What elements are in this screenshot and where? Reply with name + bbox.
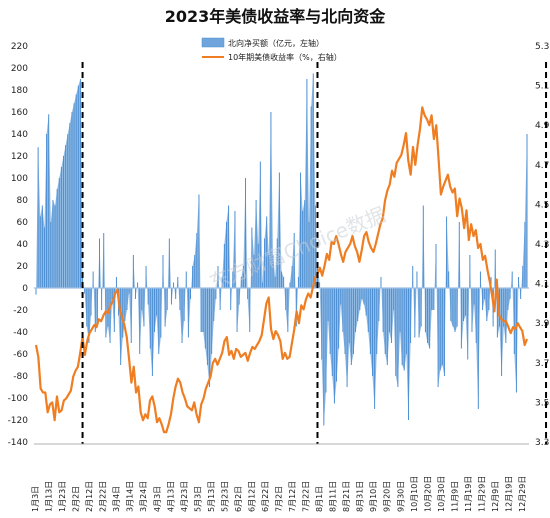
x-axis-tick-label: 7月12日 [288,481,297,512]
left-axis-tick-label: 100 [11,174,28,184]
left-axis-tick-label: -80 [13,372,28,382]
x-axis-tick-label: 11月29日 [477,476,486,512]
x-axis-tick-label: 7月2日 [275,486,284,512]
right-axis-tick-label: 5.1 [535,82,549,92]
x-axis-tick-label: 2月12日 [85,481,94,512]
x-axis-tick-label: 1月23日 [58,481,67,512]
x-axis-tick-label: 2月22日 [99,481,108,512]
left-axis-tick-label: 20 [17,262,29,272]
left-axis-tick-label: 60 [17,218,29,228]
right-axis-tick-label: 4.3 [535,240,549,250]
left-axis-tick-label: -20 [13,306,28,316]
left-axis: 220200180160140120100806040200-20-40-60-… [8,42,29,448]
x-axis-tick-label: 8月11日 [329,481,338,512]
right-axis-tick-label: 3.9 [535,319,550,329]
dashed-markers [81,62,548,444]
x-axis-tick-label: 12月19日 [504,476,513,512]
x-axis-tick-label: 5月13日 [207,481,216,512]
x-axis-tick-label: 8月31日 [356,481,365,512]
x-axis-tick-label: 12月9日 [491,481,500,512]
north-flow-area-series [35,73,528,426]
x-axis-tick-label: 8月21日 [342,481,351,512]
right-axis: 5.3 5.1 4.9 4.7 4.5 4.3 4.1 3.9 3.7 3.5 3.3 [535,42,550,448]
treasury-yield-line-series [34,106,529,434]
legend: 北向净买额（亿元，左轴） 10年期美债收益率（%，右轴） [201,37,342,62]
x-axis-tick-label: 8月1日 [315,486,324,512]
legend-label-bar: 北向净买额（亿元，左轴） [228,38,324,48]
x-axis-tick-label: 12月29日 [518,476,527,512]
x-axis-tick-label: 11月19日 [464,476,473,512]
treasury-yield-line [34,106,529,434]
left-axis-tick-label: -60 [13,350,28,360]
right-axis-tick-label: 4.1 [535,280,549,290]
x-axis-tick-label: 9月20日 [383,481,392,512]
x-axis-tick-label: 3月24日 [139,481,148,512]
x-axis-tick-label: 7月22日 [302,481,311,512]
left-axis-tick-label: 40 [17,240,29,250]
left-axis-tick-label: 80 [17,196,29,206]
left-axis-tick-label: 220 [11,42,28,52]
left-axis-tick-label: -120 [8,416,29,426]
x-axis-tick-label: 3月4日 [112,486,121,512]
x-axis-tick-label: 6月22日 [261,481,270,512]
left-axis-tick-label: 140 [11,130,28,140]
x-axis-tick-label: 4月23日 [180,481,189,512]
x-axis: 1月3日 1月13日 1月23日 2月2日 2月12日 2月22日 3月4日 3月14日 3月2… [31,443,529,512]
x-axis-tick-label: 5月23日 [220,481,229,512]
x-axis-tick-label: 9月30日 [396,481,405,512]
left-axis-tick-label: 200 [11,64,28,74]
x-axis-tick-label: 10月30日 [437,476,446,512]
x-axis-tick-label: 3月14日 [126,481,135,512]
right-axis-tick-label: 3.7 [535,359,549,369]
right-axis-tick-label: 4.7 [535,161,549,171]
x-axis-tick-label: 1月13日 [45,481,54,512]
chart-title: 2023年美债收益率与北向资金 [165,7,387,26]
right-axis-tick-label: 4.5 [535,200,549,210]
x-axis-tick-label: 4月13日 [166,481,175,512]
right-axis-tick-label: 3.5 [535,398,549,408]
legend-swatch-bar [201,37,225,48]
left-axis-tick-label: 0 [22,284,28,294]
left-axis-tick-label: -100 [8,394,29,404]
x-axis-tick-label: 6月2日 [234,486,243,512]
left-axis-tick-label: 160 [11,108,28,118]
x-axis-tick-label: 11月9日 [450,481,459,512]
x-axis-tick-label: 9月10日 [369,481,378,512]
legend-label-line: 10年期美债收益率（%，右轴） [228,52,342,62]
right-axis-tick-label: 5.3 [535,42,549,52]
x-axis-tick-label: 2月2日 [72,486,81,512]
x-axis-tick-label: 10月10日 [410,476,419,512]
left-axis-tick-label: -140 [8,438,29,448]
left-axis-tick-label: -40 [13,328,28,338]
left-axis-tick-label: 120 [11,152,28,162]
right-axis-tick-label: 4.9 [535,121,550,131]
x-axis-tick-label: 6月12日 [247,481,256,512]
x-axis-tick-label: 4月3日 [153,486,162,512]
left-axis-tick-label: 180 [11,86,28,96]
x-axis-tick-label: 5月3日 [193,486,202,512]
x-axis-tick-label: 10月20日 [423,476,432,512]
x-axis-tick-label: 1月3日 [31,486,40,512]
right-axis-tick-label: 3.3 [535,438,549,448]
